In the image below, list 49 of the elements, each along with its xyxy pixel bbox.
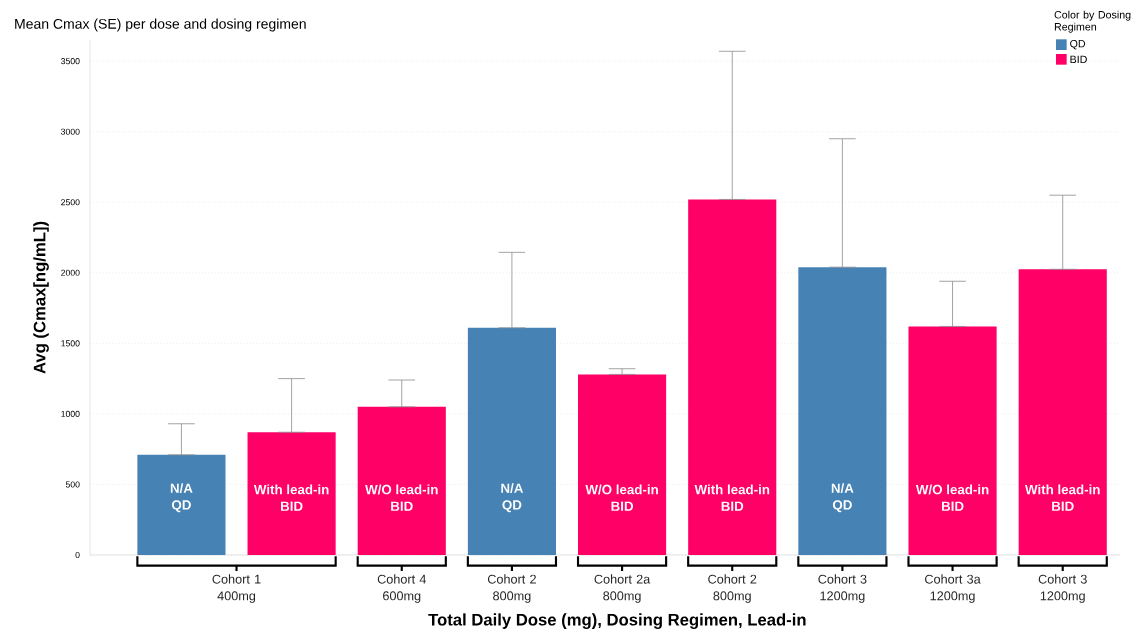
x-tick-label: With lead-in xyxy=(253,484,329,495)
legend-label: BID xyxy=(1070,55,1087,63)
x-tick-label: With lead-in xyxy=(1025,484,1100,495)
text: Cohort 4 600mg xyxy=(377,574,427,603)
bar xyxy=(798,267,887,555)
chart-title: Mean Cmax (SE) per dose and dosing regimen xyxy=(15,18,306,32)
bar xyxy=(467,327,556,555)
text: BID xyxy=(721,501,744,511)
text: BID xyxy=(281,501,303,511)
x-tick-label: W/O lead-in xyxy=(585,484,658,495)
legend-label: QD xyxy=(1070,39,1086,50)
text: BID xyxy=(941,501,964,511)
text: Cohort 3 1200mg xyxy=(818,574,867,603)
bar xyxy=(1018,269,1107,555)
x-tick-label: N/A xyxy=(501,483,524,494)
x-tick-label: With lead-in xyxy=(694,484,770,495)
y-tick-label: 1500 xyxy=(61,340,80,347)
y-tick-label: 500 xyxy=(65,481,80,488)
text: Cohort 2 800mg xyxy=(487,574,536,603)
bar xyxy=(137,454,226,555)
x-tick-label: N/A xyxy=(170,483,193,494)
bar xyxy=(247,432,336,555)
bar xyxy=(578,374,667,555)
text: Cohort 3a 1200mg xyxy=(925,574,981,603)
text: QD xyxy=(171,500,191,513)
y-tick-label: 0 xyxy=(75,551,80,559)
bar xyxy=(357,406,446,555)
text: Cohort 3 1200mg xyxy=(1038,574,1087,603)
text: Cohort 2 800mg xyxy=(708,574,757,603)
x-tick-label: W/O lead-in xyxy=(915,484,989,495)
text: BID xyxy=(1052,501,1074,511)
text: QD xyxy=(502,500,522,513)
y-tick-label: 2500 xyxy=(61,199,80,206)
legend-title: Color by Dosing Regimen xyxy=(1054,10,1131,33)
y-axis-title: Avg (Cmax[ng/mL]) xyxy=(33,221,49,374)
bar xyxy=(688,199,777,555)
text: BID xyxy=(391,501,413,511)
bar xyxy=(908,326,997,555)
x-tick-label: N/A xyxy=(831,483,854,494)
y-tick-label: 2000 xyxy=(61,269,80,276)
y-tick-label: 1000 xyxy=(61,410,80,417)
text: BID xyxy=(611,501,633,511)
text: Cohort 2a 800mg xyxy=(594,574,651,603)
y-tick-label: 3000 xyxy=(61,128,80,135)
text: QD xyxy=(832,500,852,513)
x-axis-title: Total Daily Dose (mg), Dosing Regimen, Lead-in xyxy=(428,613,806,629)
text: Cohort 1 400mg xyxy=(212,574,261,603)
y-tick-label: 3500 xyxy=(61,58,80,65)
x-tick-label: W/O lead-in xyxy=(365,484,438,495)
